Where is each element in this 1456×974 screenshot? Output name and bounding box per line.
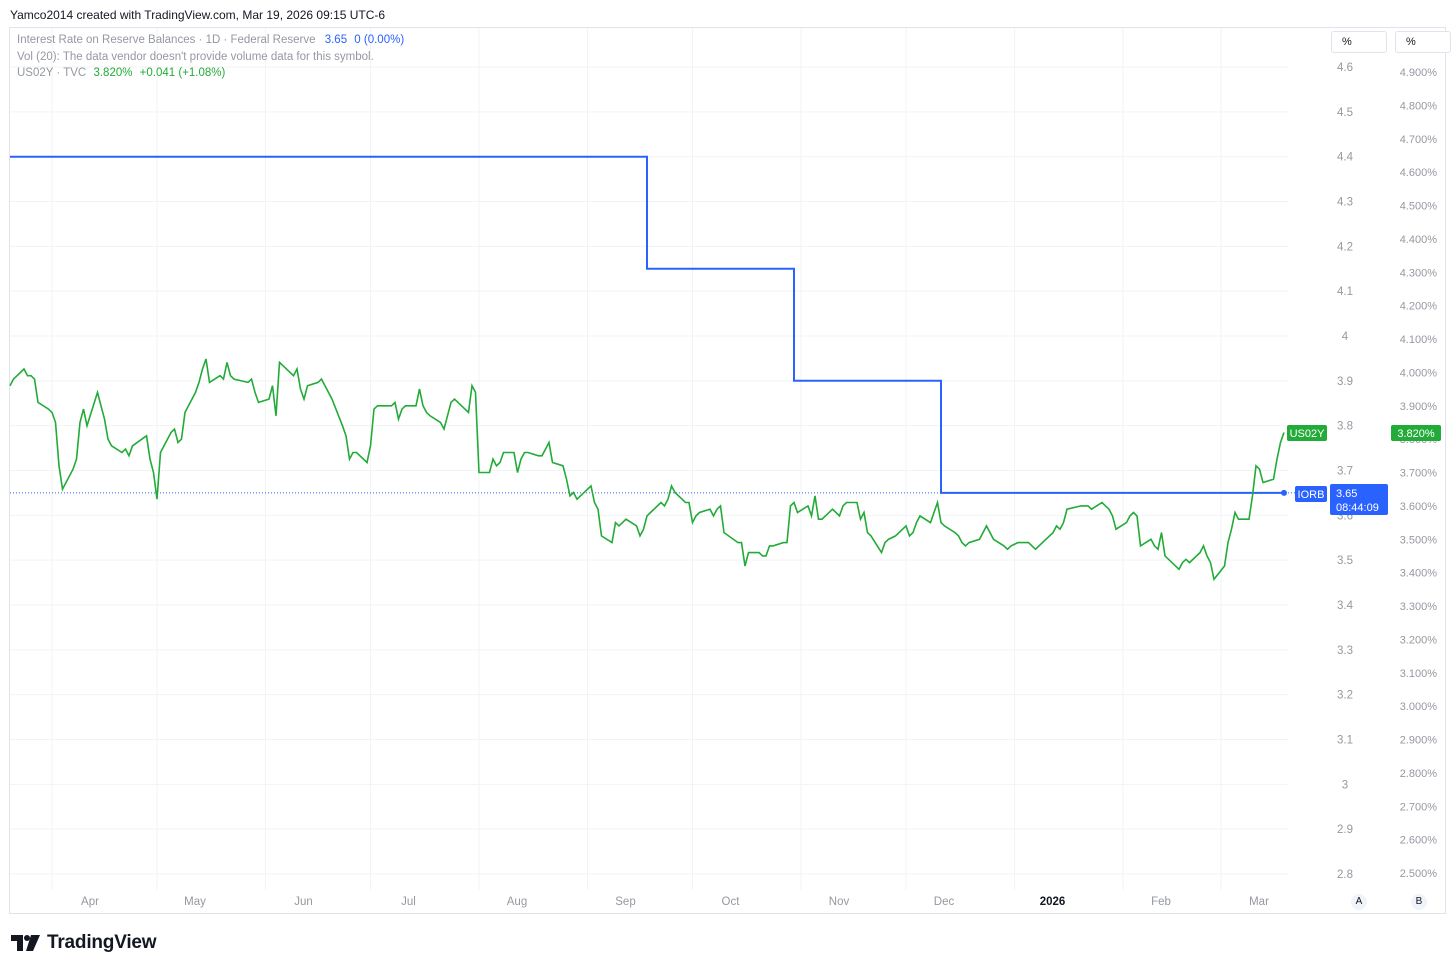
left-axis-tick-label: 3.8 — [1337, 421, 1353, 433]
us02y-price-tag — [1391, 425, 1441, 441]
iorb-series-tag-text: IORB — [1298, 489, 1325, 501]
iorb-last-point — [1281, 489, 1287, 496]
left-price-axis: 4.64.54.44.34.24.143.93.83.73.63.53.43.3… — [1337, 62, 1354, 881]
right-axis-tick-label: 2.500% — [1400, 868, 1438, 880]
right-axis-tick-label: 3.600% — [1400, 501, 1438, 513]
right-axis-tick-label: 4.700% — [1400, 134, 1438, 146]
left-axis-tick-label: 4.6 — [1337, 62, 1353, 74]
iorb-countdown-text: 08:44:09 — [1336, 502, 1379, 514]
legend-us02y-name: US02Y · TVC — [17, 67, 87, 79]
left-axis-tick-label: 3.9 — [1337, 376, 1353, 388]
legend-us02y-change: +0.041 (+1.08%) — [139, 67, 226, 79]
right-axis-tick-label: 3.400% — [1400, 568, 1438, 580]
x-axis-tick-label: Feb — [1151, 896, 1171, 908]
left-axis-tick-label: 4.4 — [1337, 152, 1354, 164]
left-axis-scale-button[interactable]: A — [1351, 894, 1367, 910]
right-axis-tick-label: 2.900% — [1400, 735, 1438, 747]
left-axis-tick-label: 3.1 — [1337, 735, 1353, 747]
left-axis-tick-label: 3.5 — [1337, 555, 1353, 567]
right-axis-tick-label: 4.600% — [1400, 167, 1438, 179]
legend-volume-text: Vol (20): The data vendor doesn't provid… — [17, 51, 374, 63]
iorb-series-tag — [1295, 486, 1327, 502]
left-axis-tick-label: 3.3 — [1337, 645, 1353, 657]
right-axis-tick-label: 3.500% — [1400, 534, 1438, 546]
x-axis-tick-label: Nov — [829, 896, 850, 908]
right-axis-tick-label: 3.900% — [1400, 401, 1438, 413]
us02y-series-tag-text: US02Y — [1290, 428, 1326, 440]
x-axis-tick-label: Jun — [294, 896, 313, 908]
right-axis-tick-label: 3.300% — [1400, 601, 1438, 613]
us02y-price-tag-text: 3.820% — [1397, 428, 1435, 440]
right-axis-tick-label: 4.900% — [1400, 67, 1438, 79]
right-axis-tick-label: 4.300% — [1400, 267, 1438, 279]
chart-attribution: Yamco2014 created with TradingView.com, … — [10, 8, 386, 22]
x-axis-tick-label: Aug — [507, 896, 527, 908]
x-axis-tick-label: Apr — [81, 896, 99, 908]
right-axis-tick-label: 4.800% — [1400, 100, 1438, 112]
legend-iorb-name: Interest Rate on Reserve Balances · 1D ·… — [17, 34, 316, 46]
iorb-price-tag — [1330, 484, 1388, 515]
left-axis-tick-label: 4.3 — [1337, 197, 1353, 209]
left-axis-tick-label: 4.1 — [1337, 286, 1353, 298]
legend-iorb-change: 0 (0.00%) — [354, 34, 405, 46]
left-axis-tick-label: 3.7 — [1337, 466, 1353, 478]
tradingview-logo: TradingView — [11, 932, 157, 954]
right-axis-tick-label: 3.000% — [1400, 701, 1438, 713]
x-axis-tick-label: 2026 — [1040, 896, 1066, 908]
right-axis-tick-label: 2.600% — [1400, 835, 1438, 847]
legend-iorb-value: 3.65 — [324, 34, 348, 46]
tradingview-logo-icon — [11, 935, 40, 951]
left-axis-tick-label: 4 — [1342, 331, 1349, 343]
left-axis-tick-label: 2.8 — [1337, 869, 1353, 881]
legend-iorb[interactable]: Interest Rate on Reserve Balances · 1D ·… — [17, 34, 404, 46]
left-axis-tick-label: 2.9 — [1337, 824, 1353, 836]
iorb-series-line — [10, 155, 1284, 494]
x-axis-tick-label: Mar — [1249, 896, 1269, 908]
x-axis-ticks: Apr May Jun Jul Aug Sep Oct Nov Dec 2026 Feb Mar — [81, 896, 1269, 908]
right-axis-tick-label: 4.100% — [1400, 334, 1438, 346]
right-axis-unit-button[interactable]: % — [1395, 31, 1451, 53]
right-axis-tick-label: 4.200% — [1400, 301, 1438, 313]
legend-us02y-value: 3.820% — [93, 67, 133, 79]
x-axis-tick-label: Dec — [934, 896, 955, 908]
us02y-series-tag — [1287, 425, 1327, 441]
right-axis-scale-button[interactable]: B — [1411, 894, 1427, 910]
right-axis-tick-label: 3.700% — [1400, 468, 1438, 480]
x-axis-tick-label: Oct — [722, 896, 741, 908]
x-axis-tick-label: Sep — [615, 896, 635, 908]
left-axis-tick-label: 3.2 — [1337, 690, 1353, 702]
tradingview-logo-text: TradingView — [47, 932, 157, 953]
right-axis-tick-label: 2.800% — [1400, 768, 1438, 780]
x-axis-tick-label: May — [184, 896, 206, 908]
right-axis-tick-label: 4.400% — [1400, 234, 1438, 246]
chart-frame — [9, 27, 1446, 914]
left-axis-tick-label: 4.5 — [1337, 107, 1353, 119]
left-axis-tick-label: 4.2 — [1337, 241, 1353, 253]
iorb-price-tag-text: 3.65 — [1336, 488, 1357, 500]
legend-us02y[interactable]: US02Y · TVC 3.820% +0.041 (+1.08%) — [17, 67, 225, 79]
right-axis-tick-label: 3.200% — [1400, 634, 1438, 646]
right-axis-tick-label: 4.500% — [1400, 201, 1438, 213]
right-axis-tick-label: 3.100% — [1400, 668, 1438, 680]
left-axis-tick-label: 3 — [1342, 779, 1348, 791]
legend-volume[interactable]: Vol (20): The data vendor doesn't provid… — [17, 51, 374, 63]
left-axis-unit-button[interactable]: % — [1331, 31, 1387, 53]
us02y-series-line — [9, 358, 1285, 582]
left-axis-tick-label: 3.4 — [1337, 600, 1354, 612]
x-axis-tick-label: Jul — [401, 896, 416, 908]
right-price-axis: 4.900% 4.800% 4.700% 4.600% 4.500% 4.400% 4.30… — [1400, 67, 1438, 880]
right-axis-tick-label: 2.700% — [1400, 801, 1438, 813]
right-axis-tick-label: 4.000% — [1400, 367, 1438, 379]
